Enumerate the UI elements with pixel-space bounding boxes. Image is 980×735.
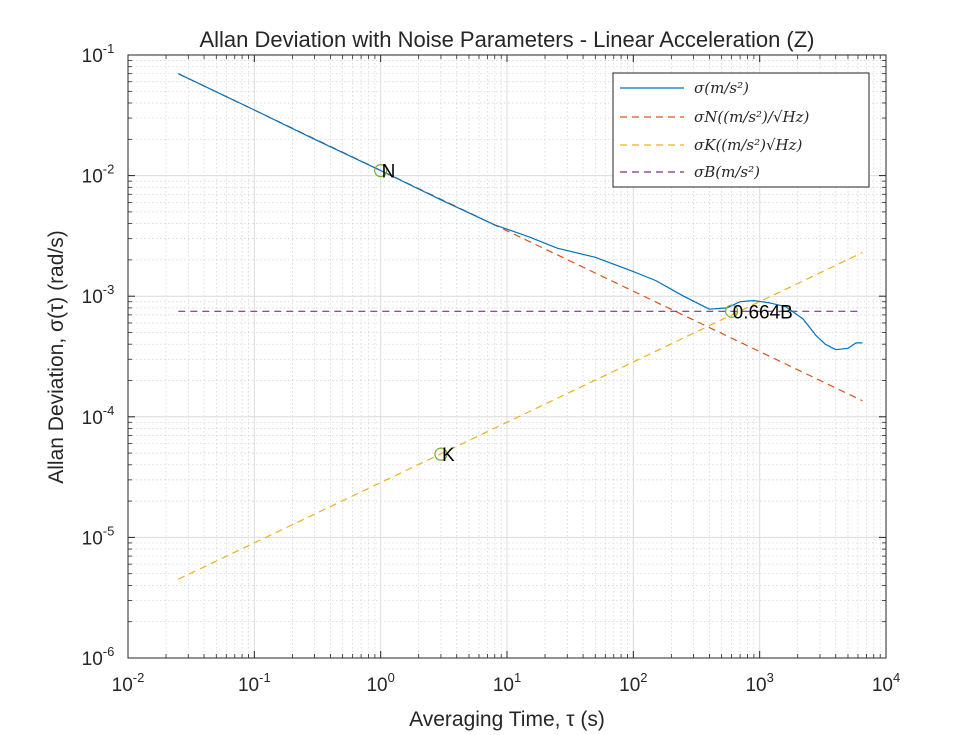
legend-box: [612, 72, 870, 188]
y-tick-label: 10-5: [82, 523, 115, 549]
y-tick-labels: 10-6 10-5 10-4 10-3 10-2 10-1: [82, 41, 115, 670]
marker-label: 0.664B: [733, 302, 793, 323]
series-line-m-s: [178, 73, 863, 351]
y-tick-label: 10-2: [82, 162, 115, 188]
legend-label: σK((m/s²)√Hz): [694, 136, 803, 154]
marker-label: N: [382, 162, 396, 183]
y-tick-label: 10-3: [82, 282, 115, 308]
x-tick-label: 10-2: [112, 670, 145, 696]
legend[interactable]: σ(m/s²) σN((m/s²)/√Hz) σK((m/s²)√Hz) σB(m/s…: [612, 72, 870, 188]
marker-circle: [725, 304, 739, 318]
y-axis-label: Allan Deviation, σ(τ) (rad/s): [45, 230, 68, 484]
x-tick-label: 102: [619, 670, 647, 696]
series-line-k-m-s-hz: [178, 252, 863, 580]
marker-label: K: [442, 445, 455, 466]
legend-label: σ(m/s²): [694, 79, 749, 97]
chart-title: Allan Deviation with Noise Parameters - …: [199, 27, 814, 52]
x-tick-label: 101: [493, 670, 521, 696]
x-tick-label: 103: [745, 670, 773, 696]
series-layer: [178, 73, 863, 580]
x-tick-label: 104: [872, 670, 900, 696]
legend-label: σN((m/s²)/√Hz): [694, 108, 810, 126]
marker-layer: N K 0.664B: [374, 162, 793, 466]
x-axis-label: Averaging Time, τ (s): [409, 708, 605, 731]
y-tick-label: 10-1: [82, 41, 115, 67]
tick-marks: [127, 54, 887, 659]
marker-circle: [434, 447, 448, 461]
x-tick-label: 10-1: [238, 670, 271, 696]
marker-circle: [374, 164, 388, 178]
x-tick-labels: 10-2 10-1 100 101 102 103 104: [112, 670, 901, 696]
y-tick-label: 10-6: [82, 644, 115, 670]
legend-label: σB(m/s²): [694, 163, 760, 181]
y-tick-label: 10-4: [82, 403, 115, 429]
x-tick-label: 100: [366, 670, 394, 696]
